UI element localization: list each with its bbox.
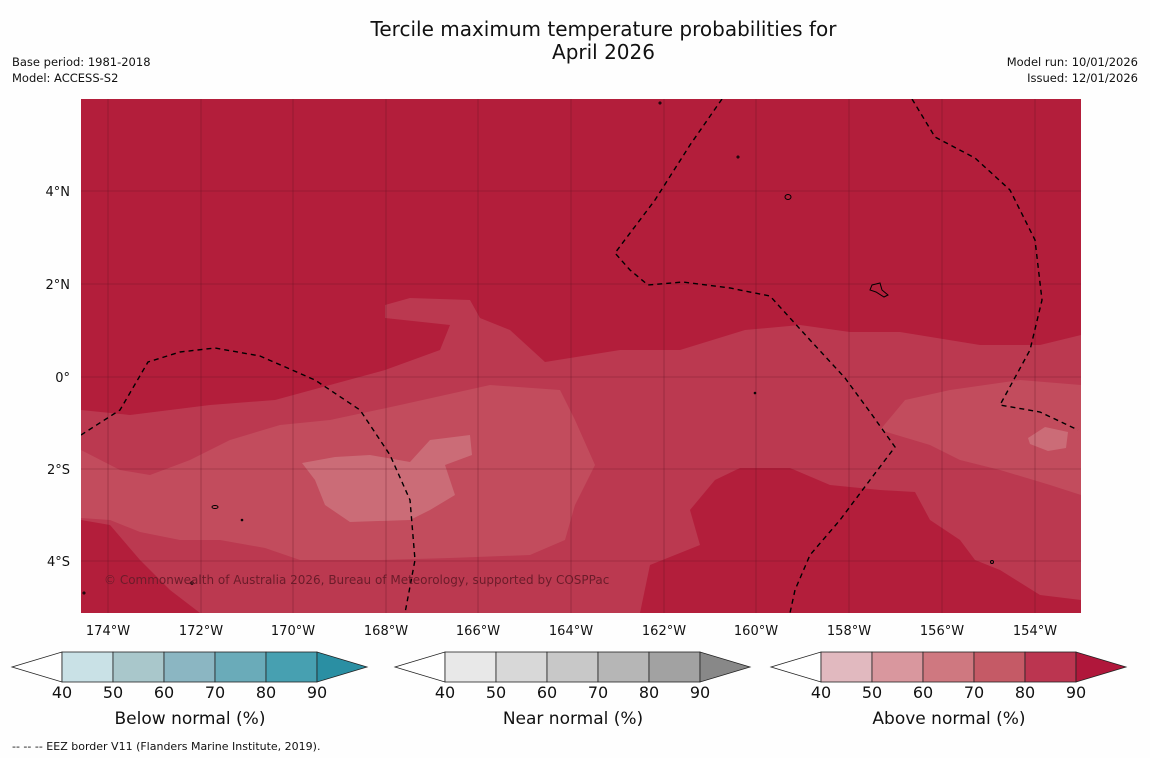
longitude-labels: 174°W 172°W 170°W 168°W 166°W 164°W 162°W 160°W…: [86, 624, 1057, 639]
colorbar-swatch: [265, 651, 318, 683]
colorbar-tick-label: 90: [690, 683, 710, 702]
colorbar-tick-label: 70: [588, 683, 608, 702]
colorbar-swatch: [597, 651, 650, 683]
latitude-label: 4°N: [46, 185, 71, 200]
eez-border-line: [614, 99, 896, 613]
base-period: Base period: 1981-2018: [12, 55, 151, 69]
colorbar-extend-high: [1075, 651, 1128, 683]
latitude-label: 0°: [55, 371, 70, 386]
colorbar-extend-low: [393, 651, 446, 683]
colorbar-swatch: [495, 651, 548, 683]
colorbar-below-swatches: 40 50 60 70 80 90: [10, 651, 369, 702]
colorbar-near-swatches: 40 50 60 70 80 90: [393, 651, 752, 702]
longitude-label: 170°W: [271, 624, 315, 639]
latitude-label: 2°S: [47, 463, 70, 478]
eez-borders: [81, 99, 1079, 613]
colorbar-tick-label: 60: [913, 683, 933, 702]
latitude-labels: 4°N 2°N 0° 2°S 4°S: [46, 185, 71, 570]
longitude-label: 168°W: [364, 624, 408, 639]
above-60-region: [81, 380, 1081, 560]
colorbar-swatch: [820, 651, 873, 683]
island-shape: [753, 391, 757, 395]
colorbar-tick-label: 40: [435, 683, 455, 702]
islands: [82, 101, 994, 595]
longitude-label: 166°W: [456, 624, 500, 639]
longitude-label: 156°W: [920, 624, 964, 639]
colorbar-near-normal: 40 50 60 70 80 90: [393, 650, 752, 702]
colorbar-tick-label: 60: [154, 683, 174, 702]
colorbar-near-title: Near normal (%): [502, 709, 644, 729]
longitude-label: 154°W: [1013, 624, 1057, 639]
colorbar-swatch: [214, 651, 267, 683]
colorbar-tick-label: 80: [256, 683, 276, 702]
colorbar-extend-high: [699, 651, 752, 683]
colorbar-tick-label: 50: [103, 683, 123, 702]
colorbar-tick-label: 90: [307, 683, 327, 702]
colorbar-extend-high: [316, 651, 369, 683]
island-shape: [240, 518, 244, 522]
colorbar-tick-label: 40: [52, 683, 72, 702]
title-line-2: April 2026: [552, 40, 655, 64]
above-50-region: [302, 427, 1068, 522]
longitude-label: 160°W: [734, 624, 778, 639]
island-shape: [990, 560, 994, 564]
colorbar-above-normal: 40 50 60 70 80 90: [769, 650, 1128, 702]
colorbar-swatch: [61, 651, 114, 683]
colorbar-swatch: [922, 651, 975, 683]
longitude-label: 164°W: [549, 624, 593, 639]
model-run: Model run: 10/01/2026: [1006, 55, 1138, 69]
colorbar-tick-label: 90: [1066, 683, 1086, 702]
colorbar-above-swatches: 40 50 60 70 80 90: [769, 651, 1128, 702]
copyright-text: © Commonwealth of Australia 2026, Bureau…: [104, 573, 609, 587]
title-line-1: Tercile maximum temperature probabilitie…: [370, 17, 837, 41]
map-area[interactable]: © Commonwealth of Australia 2026, Bureau…: [81, 99, 1081, 613]
eez-footnote: -- -- -- EEZ border V11 (Flanders Marine…: [12, 740, 321, 753]
longitude-label: 174°W: [86, 624, 130, 639]
colorbar-extend-low: [10, 651, 63, 683]
colorbar-swatch: [112, 651, 165, 683]
model-name: Model: ACCESS-S2: [12, 71, 119, 85]
above-80-patch-south-west: [81, 520, 200, 613]
colorbar-tick-label: 80: [1015, 683, 1035, 702]
longitude-label: 172°W: [179, 624, 223, 639]
colorbar-swatch: [871, 651, 924, 683]
eez-border-line: [911, 99, 1079, 431]
colorbar-tick-label: 60: [537, 683, 557, 702]
colorbar-swatch: [648, 651, 701, 683]
latitude-label: 4°S: [47, 555, 70, 570]
island-shape: [736, 155, 740, 159]
longitude-label: 162°W: [642, 624, 686, 639]
colorbar-swatch: [973, 651, 1026, 683]
graticule: [81, 99, 1081, 613]
colorbar-above-title: Above normal (%): [872, 709, 1026, 729]
colorbar-below-title: Below normal (%): [114, 709, 266, 729]
issued-date: Issued: 12/01/2026: [1027, 71, 1138, 85]
colorbar-below-normal: 40 50 60 70 80 90: [10, 650, 369, 702]
eez-border-line: [81, 347, 416, 613]
island-shape: [869, 282, 889, 298]
colorbar-tick-label: 50: [862, 683, 882, 702]
colorbar-swatch: [546, 651, 599, 683]
island-shape: [190, 581, 194, 585]
longitude-label: 158°W: [827, 624, 871, 639]
colorbar-swatch: [444, 651, 497, 683]
colorbar-tick-label: 70: [964, 683, 984, 702]
island-shape: [658, 101, 662, 105]
colorbar-tick-label: 70: [205, 683, 225, 702]
island-shape: [82, 591, 86, 595]
map-title: Tercile maximum temperature probabilitie…: [0, 18, 1150, 64]
colorbar-extend-low: [769, 651, 822, 683]
colorbar-tick-label: 40: [811, 683, 831, 702]
island-shape: [211, 505, 219, 509]
colorbar-tick-label: 50: [486, 683, 506, 702]
latitude-label: 2°N: [46, 278, 71, 293]
info-right: Model run: 10/01/2026 Issued: 12/01/2026: [1007, 54, 1138, 86]
island-shape: [784, 194, 792, 200]
colorbar-swatch: [163, 651, 216, 683]
colorbar-swatch: [1024, 651, 1077, 683]
above-80-patch-south-east: [640, 468, 1081, 613]
colorbar-tick-label: 80: [639, 683, 659, 702]
info-left: Base period: 1981-2018 Model: ACCESS-S2: [12, 54, 151, 86]
